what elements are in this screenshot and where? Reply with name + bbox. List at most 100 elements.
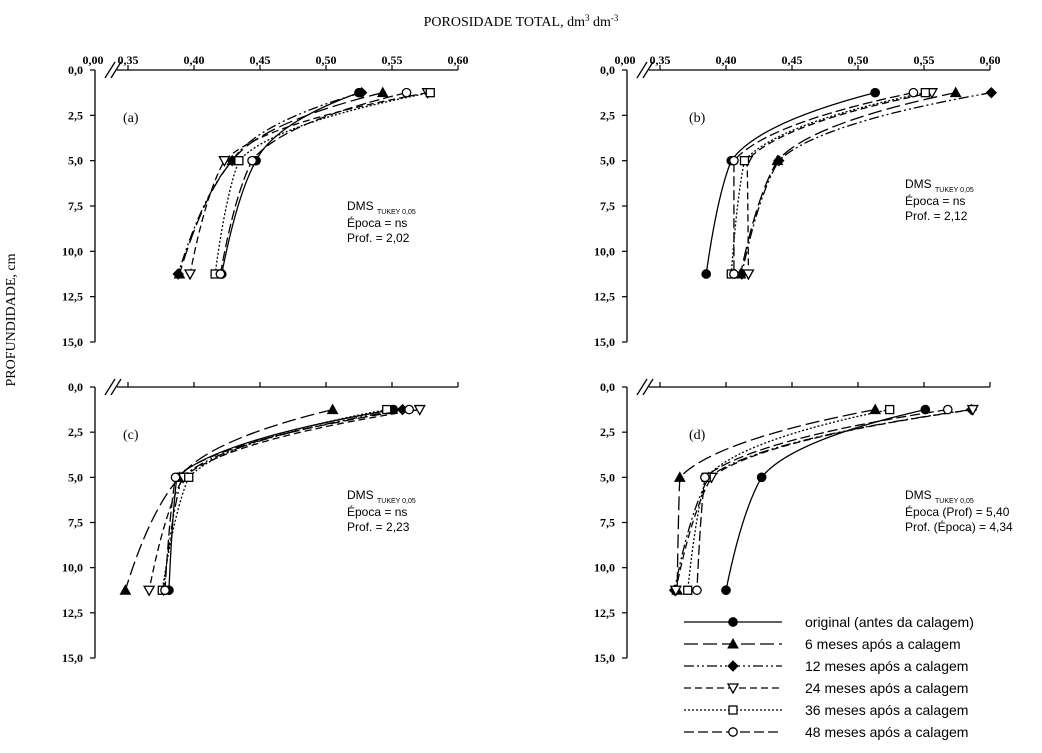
y-tick-label: 12,5 [594,290,615,304]
x-tick-label: 0,55 [382,53,403,67]
x-tick-label: 0,40 [716,53,737,67]
data-point [739,156,750,166]
data-point [218,156,231,168]
data-point [172,268,184,280]
series-line [705,92,876,275]
data-point [683,585,693,595]
axis-break-mark [636,378,648,396]
legend-label: 36 meses após a calagem [805,702,968,718]
dms-line-1: Época (Prof) = 5,40 [905,504,1010,519]
y-tick-label: 5,0 [68,470,83,484]
data-point [701,269,712,279]
legend-item: 6 meses após a calagem [684,636,961,652]
series-line [733,92,914,274]
dms-subscript: TUKEY 0,05 [935,498,974,505]
x-tick-label: 0,55 [914,53,935,67]
y-tick-label: 10,0 [62,244,83,258]
data-point [729,155,739,166]
series-line [164,408,410,591]
x-tick-label: 0,50 [848,53,869,67]
y-tick-label: 2,5 [600,108,615,122]
data-point [985,86,998,99]
series-line [124,408,333,591]
series-line [730,92,926,275]
series-line [162,408,403,591]
data-point [920,404,931,415]
legend-item: 36 meses após a calagem [684,702,968,718]
data-point [247,155,257,166]
panel-d: 0,0 2,5 5,0 7,5 10,0 12,5 15,0 (d) DMS TUKEY 0,05… [594,378,1013,665]
y-tick-label: 12,5 [594,606,615,620]
series-line [675,408,973,591]
dms-subscript: TUKEY 0,05 [935,187,974,194]
x-tick-label: 0,00 [83,53,104,67]
dms-line-2: Prof. = 2,02 [347,231,410,245]
data-point [673,471,686,482]
legend-item: 48 meses após a calagem [684,724,968,740]
y-tick-label: 10,0 [62,561,83,575]
data-point [669,585,682,597]
series-line [177,92,362,275]
y-tick-label: 5,0 [68,154,83,168]
y-tick-label: 15,0 [594,335,615,349]
data-point [885,404,895,415]
axis-break-mark [110,61,122,79]
legend-item: 12 meses após a calagem [684,658,968,674]
figure-title: POROSIDADE TOTAL, dm3 dm-3 [424,13,619,30]
dms-title: DMS [905,488,932,502]
y-tick-label: 7,5 [68,516,83,530]
y-tick-label: 10,0 [594,244,615,258]
data-point [425,88,435,98]
y-tick-label: 7,5 [600,516,615,530]
legend-marker [727,637,739,649]
y-tick-label: 5,0 [600,154,615,168]
data-point [413,404,426,416]
legend: original (antes da calagem) 6 meses após … [684,614,974,740]
data-point [183,269,197,281]
y-tick-label: 2,5 [600,425,615,439]
y-tick-label: 0,0 [600,380,615,394]
legend-marker [728,617,738,627]
data-point [326,403,339,415]
legend-label: original (antes da calagem) [805,614,974,630]
data-point [160,585,170,596]
y-tick-label: 0,0 [68,380,83,394]
legend-marker [728,727,738,737]
legend-label: 48 meses após a calagem [805,724,968,740]
y-tick-label: 5,0 [600,470,615,484]
dms-line-1: Época = ns [347,504,407,519]
axis-break-mark [636,61,648,79]
legend-item: original (antes da calagem) [684,614,974,630]
legend-label: 24 meses após a calagem [805,680,968,696]
series-line [741,92,992,275]
y-tick-label: 10,0 [594,561,615,575]
dms-title: DMS [347,488,374,502]
dms-title: DMS [905,177,932,191]
x-tick-label: 0,35 [650,53,671,67]
series-line [148,408,420,591]
data-point [234,156,244,166]
series-line [687,408,890,591]
y-tick-label: 15,0 [594,651,615,665]
data-point [401,87,412,98]
legend-marker [728,705,738,715]
y-tick-label: 7,5 [600,199,615,213]
x-tick-label: 0,45 [782,53,803,67]
y-tick-label: 0,0 [68,63,83,77]
dms-line-2: Prof. (Época) = 4,34 [905,519,1013,534]
dms-line-1: Época = ns [347,215,407,230]
data-point [355,86,368,99]
data-point [692,585,702,596]
dms-line-2: Prof. = 2,23 [347,520,410,534]
series-line [696,408,948,591]
data-point [966,404,979,416]
y-tick-label: 12,5 [62,606,83,620]
y-axis-label: PROFUNDIDADE, cm [4,253,19,386]
data-point [404,404,415,415]
y-tick-label: 0,0 [600,63,615,77]
data-point [376,86,389,98]
data-point [215,269,226,279]
x-tick-label: 0,00 [615,53,636,67]
y-tick-label: 2,5 [68,425,83,439]
